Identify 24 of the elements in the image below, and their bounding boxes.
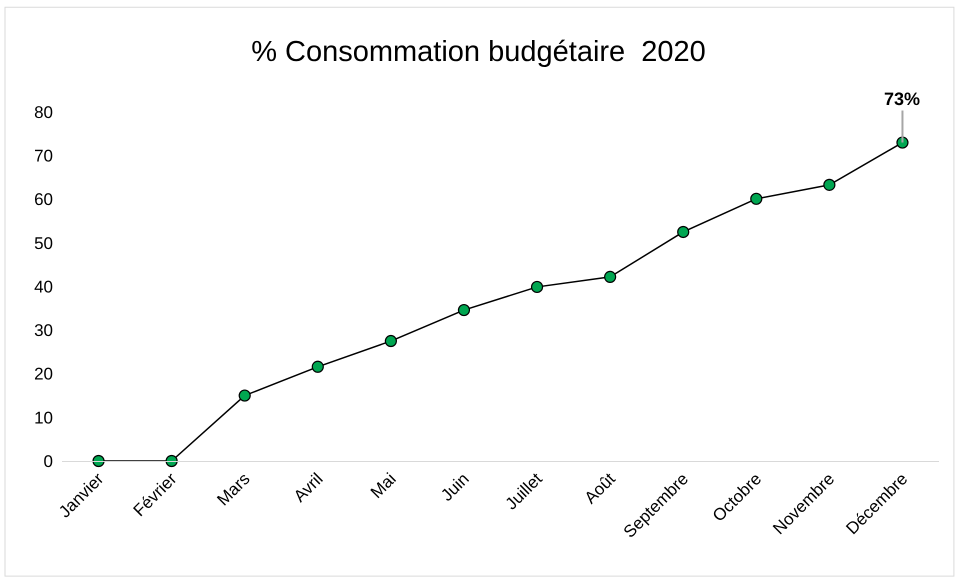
y-tick-label: 10 [34,408,53,428]
point [92,454,105,468]
point [166,454,178,468]
point [238,389,251,402]
y-tick-label: 20 [34,364,53,384]
y-tick-label: 70 [34,146,53,166]
point [384,334,397,348]
data-label: 73% [884,89,920,109]
point [458,304,470,316]
y-tick-label: 60 [34,190,53,210]
point [750,192,762,205]
point [677,226,690,238]
x-tick-label: Juin [437,469,473,505]
x-tick-label: Mai [366,469,400,502]
y-tick-label: 0 [44,452,53,471]
y-tick-label: 80 [34,102,53,122]
point [312,360,324,373]
chart-title: % Consommation budgétaire 2020 [251,36,706,68]
y-tick-label: 50 [34,234,53,253]
point [604,270,616,283]
point [530,280,544,294]
y-tick-label: 30 [34,321,53,340]
y-tick-label: 40 [34,277,53,296]
point [823,178,836,191]
